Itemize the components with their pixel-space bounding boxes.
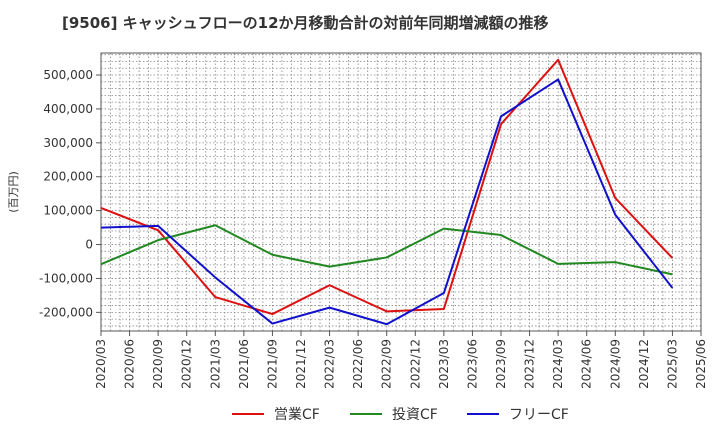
x-tick-label: 2022/12 [408,339,422,389]
series-lines [100,58,674,326]
y-tick-label: 200,000 [43,170,93,184]
y-axis-label: (百万円) [7,171,20,213]
x-tick-label: 2025/03 [665,339,679,389]
grid-lines [101,53,701,331]
x-tick-label: 2020/03 [94,339,108,389]
series-line-3 [100,78,674,326]
x-tick-label: 2023/06 [465,339,479,389]
legend-label: 営業CF [274,407,320,423]
x-tick-label: 2021/12 [294,339,308,389]
series-line-2 [100,224,673,276]
x-tick-label: 2024/12 [637,339,651,389]
x-tick-label: 2025/06 [694,339,708,389]
x-tick-label: 2020/12 [180,339,194,389]
x-tick-label: 2024/03 [551,339,565,389]
y-tick-label: 500,000 [43,68,93,82]
y-tick-label: -200,000 [39,305,93,319]
x-tick-label: 2021/03 [208,339,222,389]
legend-label: 投資CF [392,407,438,423]
y-tick-label: 400,000 [43,102,93,116]
y-axis-ticks: 500,000 400,000 300,000 200,000 100,000 0 -100… [39,68,101,319]
x-tick-label: 2024/09 [608,339,622,389]
x-tick-label: 2020/06 [123,339,137,389]
x-tick-label: 2021/06 [237,339,251,389]
x-tick-label: 2022/03 [323,339,337,389]
y-tick-label: 300,000 [43,136,93,150]
plot-area-frame [100,52,702,332]
y-tick-label: 100,000 [43,204,93,218]
x-tick-label: 2022/09 [380,339,394,389]
x-tick-label: 2021/09 [265,339,279,389]
x-tick-label: 2023/12 [523,339,537,389]
x-tick-label: 2023/03 [437,339,451,389]
x-tick-label: 2020/09 [151,339,165,389]
y-tick-label: -100,000 [39,271,93,285]
series-line-1 [100,58,674,316]
chart-title: [9506] キャッシュフローの12か月移動合計の対前年同期増減額の推移 [62,14,549,32]
x-tick-label: 2022/06 [351,339,365,389]
legend: 営業CF 投資CF フリーCF [232,407,569,423]
y-tick-label: 0 [85,238,93,252]
x-tick-label: 2024/06 [580,339,594,389]
legend-label: フリーCF [509,407,569,423]
x-tick-label: 2023/09 [494,339,508,389]
x-axis-ticks: 2020/03 2020/06 2020/09 2020/12 2021/03 2021/… [94,331,708,389]
